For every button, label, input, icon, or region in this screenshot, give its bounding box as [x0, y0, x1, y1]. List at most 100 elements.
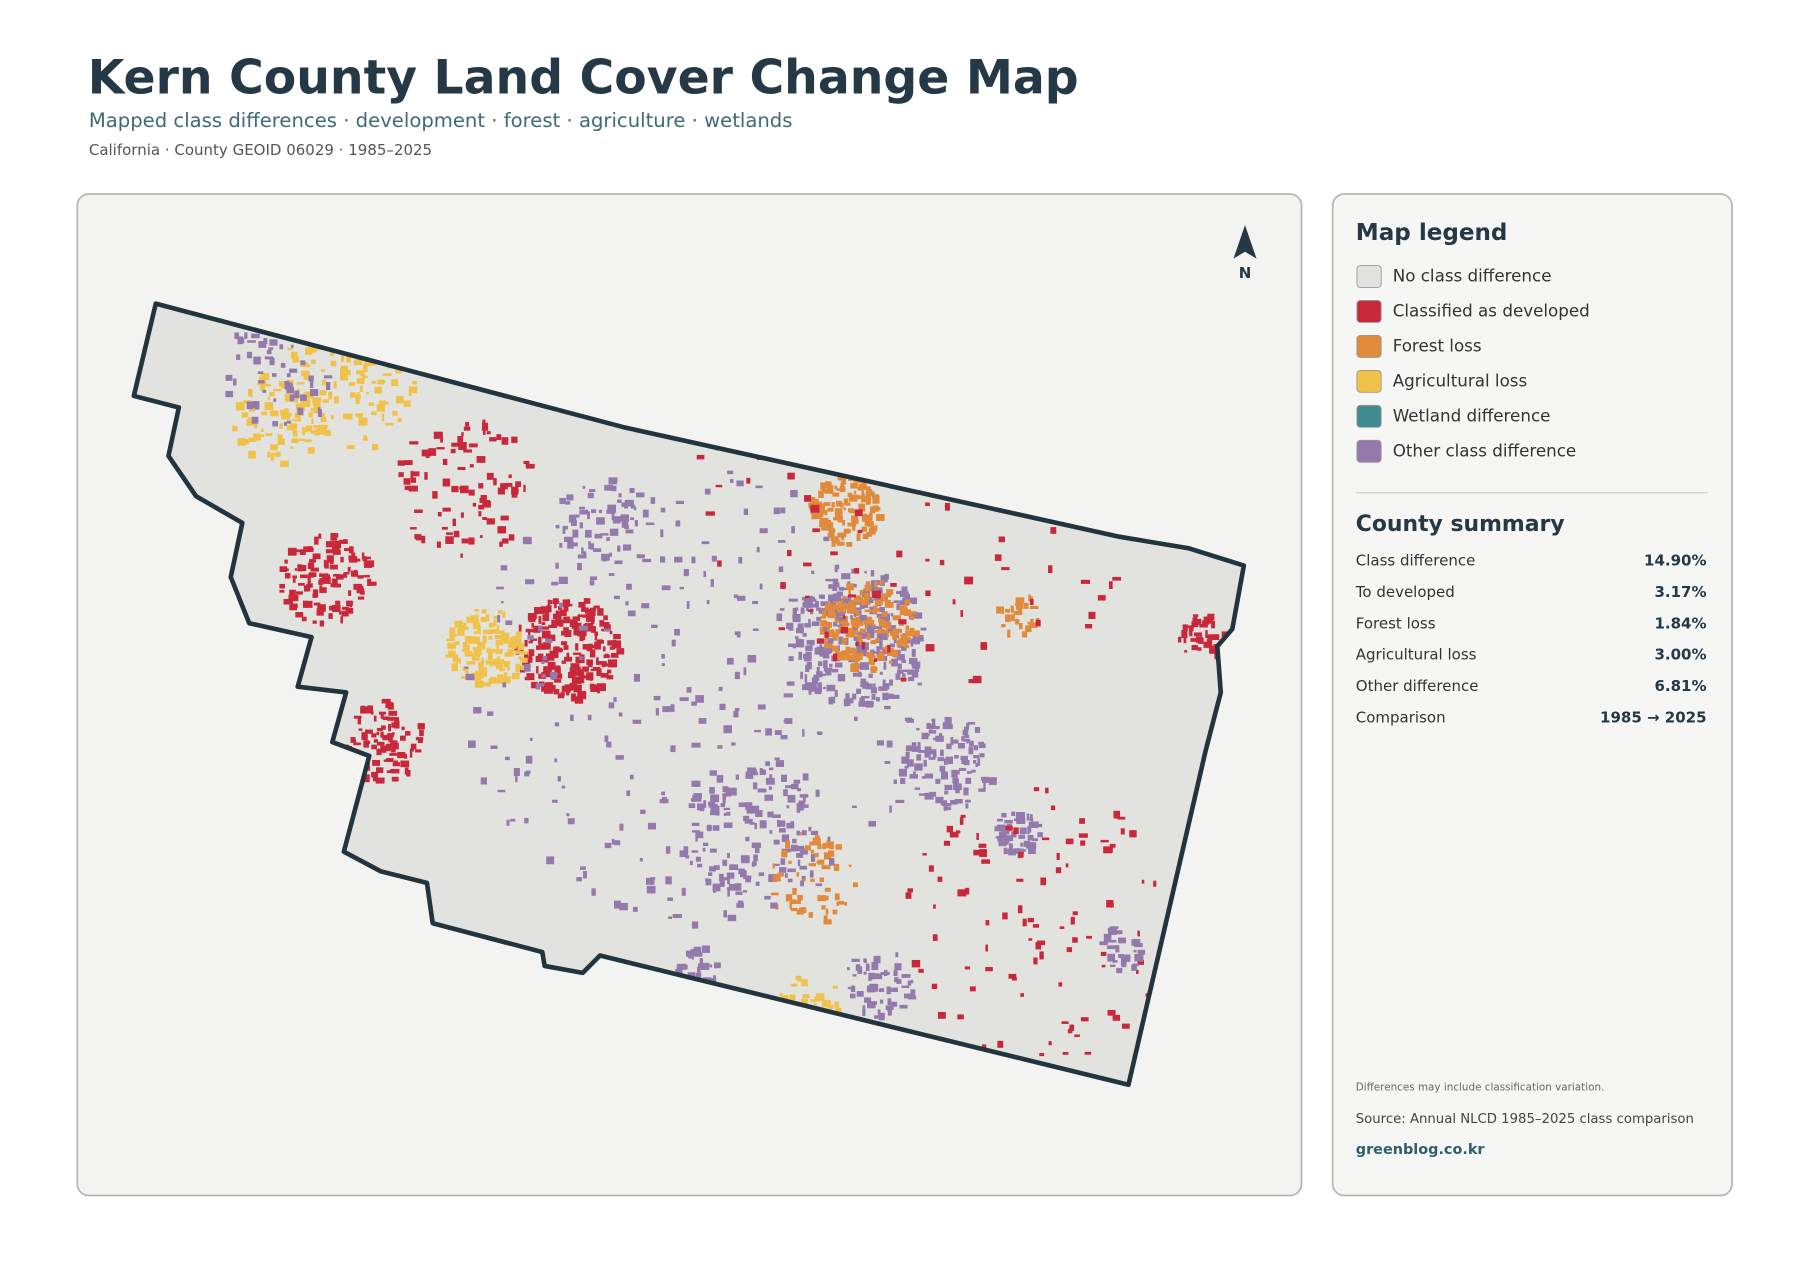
change-patch — [926, 644, 935, 651]
change-patch — [975, 763, 977, 767]
change-patch — [736, 775, 739, 780]
change-patch — [752, 601, 758, 604]
change-patch — [499, 542, 503, 547]
summary-value: 1985 → 2025 — [1600, 708, 1707, 726]
change-patch — [817, 638, 824, 643]
change-patch — [1108, 928, 1117, 935]
change-patch — [897, 670, 904, 674]
change-patch — [300, 360, 305, 365]
change-patch — [469, 490, 475, 496]
change-patch — [784, 693, 793, 697]
change-patch — [348, 567, 351, 572]
change-patch — [432, 491, 437, 499]
change-patch — [691, 743, 700, 748]
change-patch — [357, 586, 364, 592]
change-patch — [500, 483, 508, 489]
change-patch — [261, 429, 263, 433]
change-patch — [376, 749, 381, 755]
change-patch — [377, 742, 385, 746]
change-patch — [226, 375, 233, 381]
change-patch — [755, 845, 760, 853]
change-patch — [521, 658, 528, 663]
change-patch — [814, 853, 818, 857]
change-patch — [1118, 938, 1126, 944]
change-patch — [791, 821, 795, 827]
change-patch — [301, 371, 309, 377]
change-patch — [869, 528, 876, 534]
change-patch — [660, 529, 663, 537]
change-patch — [1071, 917, 1075, 925]
change-patch — [595, 635, 597, 640]
change-patch — [1018, 835, 1025, 839]
change-patch — [225, 391, 233, 397]
change-patch — [802, 729, 804, 737]
change-patch — [476, 672, 485, 677]
change-patch — [351, 553, 354, 556]
change-patch — [404, 754, 407, 759]
change-patch — [581, 547, 584, 554]
change-patch — [923, 760, 926, 767]
change-patch — [890, 583, 896, 587]
change-patch — [302, 617, 307, 621]
change-patch — [487, 518, 495, 524]
change-patch — [821, 527, 829, 530]
change-patch — [955, 799, 963, 804]
change-patch — [874, 956, 881, 963]
change-patch — [640, 858, 643, 861]
change-patch — [1037, 941, 1045, 946]
change-patch — [1129, 830, 1136, 837]
change-patch — [786, 894, 792, 901]
change-patch — [958, 743, 965, 749]
change-patch — [291, 601, 294, 605]
change-patch — [453, 519, 456, 526]
change-patch — [820, 616, 826, 619]
change-patch — [1081, 1017, 1089, 1021]
change-patch — [297, 382, 305, 384]
change-patch — [781, 858, 786, 865]
change-patch — [797, 788, 801, 791]
change-patch — [572, 515, 579, 518]
change-patch — [1021, 849, 1026, 851]
change-patch — [464, 645, 470, 653]
change-patch — [1048, 565, 1052, 573]
change-patch — [953, 599, 956, 604]
change-patch — [445, 654, 452, 657]
change-patch — [341, 611, 348, 617]
change-patch — [929, 865, 934, 871]
change-patch — [697, 455, 705, 459]
change-patch — [577, 563, 582, 570]
change-patch — [347, 445, 355, 449]
change-patch — [507, 820, 510, 826]
change-patch — [455, 641, 459, 645]
change-patch — [1069, 1025, 1074, 1031]
change-patch — [815, 835, 820, 840]
change-patch — [891, 988, 898, 992]
change-patch — [933, 753, 937, 757]
change-patch — [555, 563, 558, 569]
change-patch — [904, 645, 909, 648]
change-patch — [769, 786, 772, 790]
change-patch — [800, 672, 803, 679]
change-patch — [964, 577, 973, 585]
change-patch — [869, 657, 872, 664]
change-patch — [247, 352, 252, 358]
change-patch — [946, 757, 953, 765]
change-patch — [950, 737, 953, 745]
change-patch — [322, 399, 328, 403]
change-patch — [536, 683, 541, 689]
change-patch — [902, 986, 910, 988]
change-patch — [289, 605, 297, 611]
change-patch — [300, 395, 307, 401]
change-patch — [753, 629, 759, 632]
change-patch — [612, 839, 614, 844]
change-patch — [940, 766, 946, 772]
change-patch — [606, 510, 615, 514]
change-patch — [938, 877, 943, 882]
change-patch — [713, 825, 720, 831]
change-patch — [1080, 840, 1085, 845]
change-patch — [304, 439, 311, 442]
change-patch — [912, 670, 919, 678]
change-patch — [524, 818, 528, 823]
change-patch — [723, 725, 732, 733]
change-patch — [607, 675, 614, 679]
